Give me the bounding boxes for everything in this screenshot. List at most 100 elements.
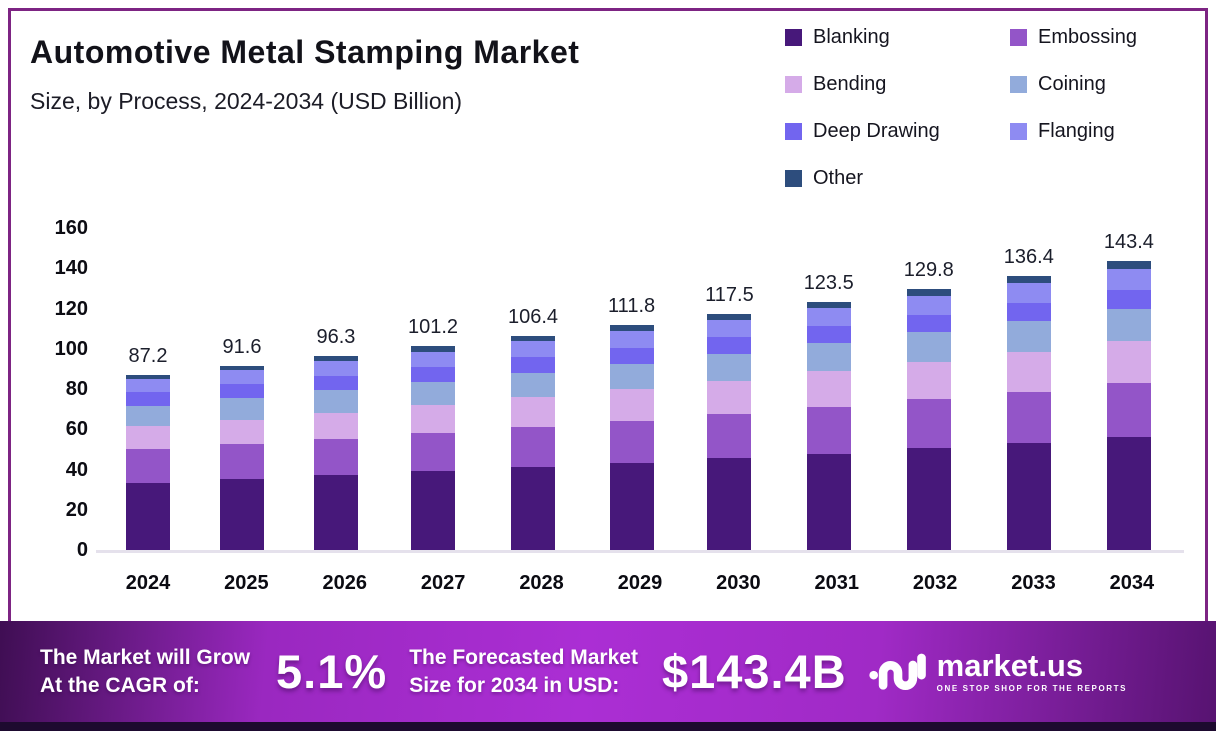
x-tick-label-2031: 2031: [814, 572, 859, 594]
legend-item-flanging: Flanging: [1010, 120, 1205, 143]
x-tick-label-2027: 2027: [420, 572, 466, 594]
bar-segment-flanging: [410, 351, 455, 367]
bar-total-label: 106.4: [508, 305, 559, 328]
bar-total-label: 96.3: [316, 326, 356, 349]
legend-label: Other: [813, 167, 864, 189]
bar-stack: [806, 301, 851, 550]
y-tick-label: 100: [54, 337, 88, 360]
legend-label: Flanging: [1038, 120, 1115, 142]
bar-segment-other: [609, 325, 654, 331]
bar-segment-bending: [219, 419, 264, 445]
bar-segment-blanking: [1106, 437, 1151, 550]
bar-segment-bending: [707, 380, 752, 414]
bar-segment-flanging: [126, 378, 170, 393]
x-axis-line: [96, 550, 1184, 553]
bar-segment-blanking: [609, 462, 654, 550]
x-tick-label-2032: 2032: [912, 572, 958, 594]
bar-column-2024: 87.2: [126, 228, 170, 550]
bar-segment-deep-drawing: [707, 337, 752, 354]
bar-segment-embossing: [313, 438, 358, 476]
page-subtitle: Size, by Process, 2024-2034 (USD Billion…: [30, 88, 463, 114]
bar-segment-blanking: [511, 467, 556, 550]
bar-segment-embossing: [609, 420, 654, 463]
legend-swatch-icon: [785, 123, 802, 140]
legend-item-embossing: Embossing: [1010, 26, 1205, 49]
bar-segment-bending: [126, 426, 170, 450]
bar-column-2029: 111.8: [608, 228, 655, 550]
bar-segment-blanking: [313, 475, 358, 550]
bar-column-2027: 101.2: [408, 228, 458, 550]
bar-segment-coining: [707, 353, 752, 381]
legend-label: Embossing: [1038, 26, 1137, 48]
bar-segment-flanging: [511, 341, 556, 358]
bar-segment-flanging: [707, 319, 752, 338]
legend-item-deep-drawing: Deep Drawing: [785, 120, 1010, 143]
bar-segment-blanking: [806, 453, 851, 550]
bar-segment-deep-drawing: [410, 366, 455, 382]
bar-segment-embossing: [410, 432, 455, 472]
bar-stack: [126, 374, 170, 550]
bar-segment-other: [219, 365, 264, 371]
legend-item-coining: Coining: [1010, 73, 1205, 96]
forecast-label: The Forecasted Market Size for 2034 in U…: [409, 644, 638, 699]
bar-segment-coining: [806, 343, 851, 372]
bar-segment-other: [511, 335, 556, 342]
legend-label: Coining: [1038, 73, 1106, 95]
bar-column-2028: 106.4: [508, 228, 558, 550]
bar-total-label: 87.2: [128, 344, 168, 367]
bar-segment-coining: [410, 381, 455, 406]
y-axis: 160 140 120 100 80 60 40 20 0: [26, 217, 88, 561]
x-tick-label-2034: 2034: [1109, 572, 1155, 594]
bar-segment-embossing: [1106, 383, 1151, 438]
bar-segment-embossing: [511, 426, 556, 468]
bar-segment-flanging: [906, 295, 951, 315]
bar-segment-deep-drawing: [126, 392, 170, 407]
bar-segment-deep-drawing: [906, 314, 951, 333]
y-tick-label: 20: [65, 498, 88, 521]
y-tick-label: 120: [54, 297, 88, 320]
x-tick-label-2033: 2033: [1011, 572, 1056, 594]
bar-segment-bending: [1106, 340, 1151, 384]
legend-swatch-icon: [785, 170, 802, 187]
cagr-label: The Market will Grow At the CAGR of:: [40, 644, 250, 699]
bar-plot-area: 87.2 91.6 96.3 101.2 106.4 111.8 117.5 123.5 129…: [100, 228, 1180, 550]
bar-segment-flanging: [1006, 282, 1051, 303]
x-tick-label-2028: 2028: [519, 572, 564, 594]
bar-segment-coining: [313, 390, 358, 413]
bar-segment-deep-drawing: [219, 384, 264, 399]
bar-segment-coining: [1106, 308, 1151, 341]
bar-segment-coining: [609, 363, 654, 390]
cagr-value: 5.1%: [276, 645, 388, 698]
bar-segment-flanging: [806, 307, 851, 327]
legend-item-other: Other: [785, 167, 1010, 190]
marketus-logo: market.us ONE STOP SHOP FOR THE REPORTS: [869, 649, 1127, 695]
legend-item-bending: Bending: [785, 73, 1010, 96]
bar-column-2025: 91.6: [219, 228, 264, 550]
bar-segment-coining: [126, 406, 170, 427]
bar-total-label: 136.4: [1003, 245, 1054, 268]
forecast-value: $143.4B: [661, 645, 847, 698]
bar-segment-blanking: [707, 458, 752, 550]
bar-segment-other: [1106, 261, 1151, 270]
bar-segment-blanking: [1006, 442, 1051, 550]
bar-segment-deep-drawing: [806, 326, 851, 344]
bar-segment-other: [906, 288, 951, 296]
x-tick-label-2030: 2030: [716, 572, 761, 594]
bar-column-2033: 136.4: [1004, 228, 1054, 550]
bottom-strip: [0, 722, 1216, 731]
bar-segment-flanging: [609, 330, 654, 348]
bar-segment-bending: [410, 405, 455, 433]
bar-segment-deep-drawing: [313, 375, 358, 391]
bar-total-label: 129.8: [903, 258, 954, 281]
bar-segment-embossing: [126, 449, 170, 483]
forecast-label-line1: The Forecasted Market: [409, 646, 638, 670]
bar-segment-coining: [511, 372, 556, 398]
bar-segment-embossing: [1006, 391, 1051, 443]
y-tick-label: 80: [65, 378, 88, 400]
bar-total-label: 91.6: [222, 335, 262, 358]
marketus-logo-text: market.us ONE STOP SHOP FOR THE REPORTS: [937, 650, 1127, 693]
bar-total-label: 123.5: [803, 271, 854, 294]
bar-segment-coining: [906, 332, 951, 362]
bar-segment-flanging: [313, 361, 358, 376]
